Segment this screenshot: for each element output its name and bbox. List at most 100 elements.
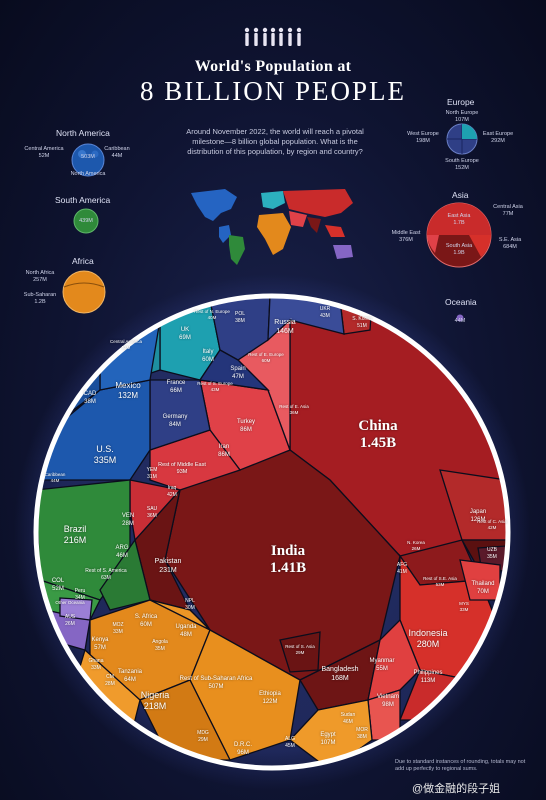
cell-label-uganda: Uganda 48M bbox=[141, 624, 231, 639]
east-asia-label: East Asia 1.7B bbox=[447, 213, 471, 226]
cell-value: 84M bbox=[169, 421, 181, 428]
cell-name: Tanzania bbox=[117, 669, 143, 675]
cell-name: MYS bbox=[459, 601, 469, 606]
cell-name: SAU bbox=[146, 506, 158, 512]
cell-label-cm: CM 28M bbox=[65, 674, 155, 687]
cell-value: 126M bbox=[470, 516, 486, 523]
cell-value: 122M bbox=[262, 698, 278, 705]
cell-name: Rest of Middle East bbox=[158, 462, 206, 468]
cell-value: 113M bbox=[420, 677, 436, 684]
cell-label-cad: CAD 38M bbox=[45, 391, 135, 406]
cell-name: Bangladesh bbox=[321, 666, 359, 673]
cell-label-yem: YEM 31M bbox=[107, 467, 197, 480]
cell-name: Pakistan bbox=[154, 558, 182, 565]
cell-label-brazil: Brazil 216M bbox=[30, 524, 120, 545]
cell-label-iraq: Iraq 42M bbox=[127, 485, 217, 498]
cell-value: 280M bbox=[416, 638, 440, 649]
north-africa-label: North Africa 257M bbox=[25, 270, 55, 283]
cell-value: 42M bbox=[167, 491, 177, 498]
cell-label-rest-of-s-europe: Rest of S. Europe 43M bbox=[170, 381, 260, 393]
cell-name: Ethiopia bbox=[259, 691, 281, 697]
cell-value: 36M bbox=[147, 512, 157, 519]
cell-name: Other Oceania bbox=[55, 600, 85, 605]
cell-label-n-korea: N. Korea 26M bbox=[371, 540, 461, 552]
cell-value: 48M bbox=[180, 631, 192, 638]
cell-value: 29M bbox=[198, 736, 208, 743]
cell-value: 35M bbox=[487, 553, 497, 560]
cell-label-col: COL 52M bbox=[13, 578, 103, 593]
cell-label-iran: Iran 86M bbox=[179, 444, 269, 459]
cell-label-rest-of-s-e-asia: Rest of S.E. Asia 53M bbox=[395, 576, 485, 588]
cell-value: 60M bbox=[261, 358, 271, 363]
cell-value: 53M bbox=[435, 582, 445, 587]
cell-label-aus: AUS 26M bbox=[25, 614, 115, 627]
cell-name: S. Africa bbox=[134, 614, 158, 620]
cell-value: 41M bbox=[397, 568, 407, 575]
cell-label-afg: AFG 41M bbox=[357, 562, 447, 575]
cell-value: 66M bbox=[170, 387, 182, 394]
cell-value: 33M bbox=[91, 664, 101, 671]
cell-name: VEN bbox=[121, 513, 135, 519]
cell-value: 46M bbox=[343, 718, 353, 725]
cell-label-china: China 1.45B bbox=[333, 418, 423, 451]
cell-label-ukr: UKR 43M bbox=[280, 306, 370, 319]
cell-label-mdg: MDG 29M bbox=[158, 730, 248, 743]
cell-name: Caribbean bbox=[44, 472, 66, 477]
cell-name: Turkey bbox=[236, 419, 256, 425]
cell-value: 47M bbox=[232, 373, 244, 380]
cell-label-central-america: Central America 52M bbox=[81, 339, 171, 351]
cell-name: Thailand bbox=[471, 581, 495, 587]
cell-value: 36M bbox=[289, 410, 299, 415]
cell-value: 98M bbox=[382, 701, 394, 708]
africa-bubble bbox=[61, 269, 107, 320]
cell-label-ghana: Ghana 33M bbox=[51, 658, 141, 671]
cell-label-pol: POL 38M bbox=[195, 311, 285, 324]
cell-value: 57M bbox=[94, 644, 106, 651]
cell-value: 43M bbox=[210, 387, 220, 392]
cell-name: CM bbox=[106, 674, 114, 680]
cell-name: Brazil bbox=[63, 524, 87, 534]
sub-saharan-label: Sub-Saharan 1.2B bbox=[23, 292, 57, 305]
cell-name: Ghana bbox=[88, 658, 104, 664]
cell-value: 96M bbox=[237, 749, 249, 756]
cell-label-mys: MYS 33M bbox=[419, 601, 509, 613]
cell-value: 28M bbox=[105, 680, 115, 687]
cell-label-vietnam: Vietnam 98M bbox=[343, 694, 433, 709]
south-america-value: 439M bbox=[79, 218, 93, 224]
cell-name: Rest of S. Europe bbox=[197, 381, 233, 386]
cell-name: Rest of C. Asia bbox=[477, 519, 507, 524]
cell-name: Angola bbox=[152, 639, 168, 645]
cell-label-s-korea: S. Korea 51M bbox=[317, 316, 407, 329]
cell-value: 28M bbox=[122, 520, 134, 527]
world-map bbox=[185, 183, 365, 278]
cell-label-egypt: Egypt 107M bbox=[283, 732, 373, 747]
cell-name: Peru bbox=[74, 588, 86, 594]
cell-value: 146M bbox=[276, 327, 294, 335]
cell-value: 51M bbox=[357, 322, 367, 329]
cell-name: S. Korea bbox=[352, 316, 372, 322]
cell-name: Rest of S. Asia bbox=[285, 644, 315, 649]
cell-value: 33M bbox=[459, 607, 469, 612]
cell-name: Nigeria bbox=[140, 690, 170, 700]
cell-label-s-africa: S. Africa 60M bbox=[101, 614, 191, 629]
cell-name: Rest of N. Europe bbox=[194, 309, 230, 314]
cell-name: France bbox=[166, 380, 186, 386]
cell-label-uk: UK 69M bbox=[140, 327, 230, 342]
cell-value: 218M bbox=[143, 700, 167, 711]
cell-value: 31M bbox=[147, 473, 157, 480]
cell-value: 86M bbox=[218, 451, 230, 458]
south-america-bubble bbox=[73, 208, 99, 239]
cell-label-moz: MOZ 33M bbox=[73, 622, 163, 635]
cell-value: 44M bbox=[50, 478, 60, 483]
asia-bubble bbox=[425, 201, 493, 274]
cell-label-ethiopia: Ethiopia 122M bbox=[225, 691, 315, 706]
cell-value: 42M bbox=[487, 525, 497, 530]
cell-value: 29M bbox=[295, 650, 305, 655]
cell-label-rest-of-n-europe: Rest of N. Europe 40M bbox=[167, 309, 257, 321]
cell-value: 35M bbox=[155, 645, 165, 652]
cell-value: 38M bbox=[235, 317, 245, 324]
cell-value: 43M bbox=[320, 312, 330, 319]
north-america-title: North America bbox=[56, 128, 110, 138]
cell-value: 335M bbox=[93, 454, 117, 465]
